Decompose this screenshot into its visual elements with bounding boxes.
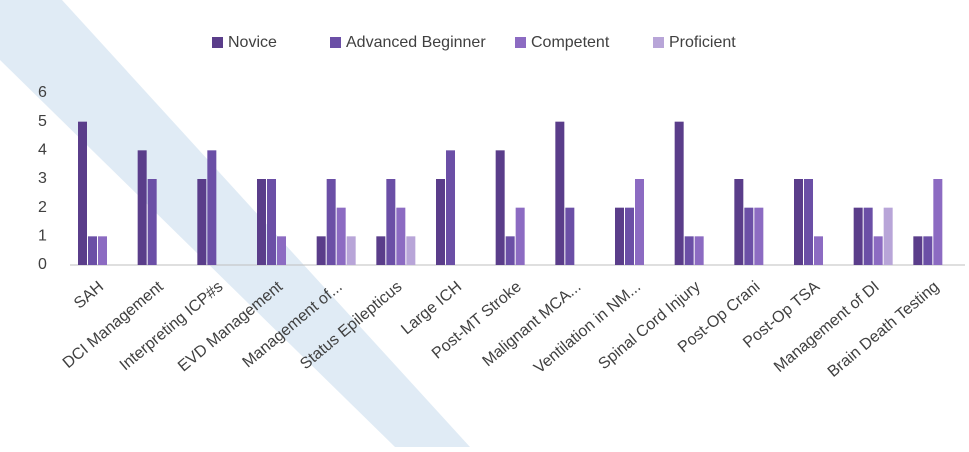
y-tick-label: 3 bbox=[38, 170, 47, 187]
bar bbox=[923, 236, 933, 265]
bar bbox=[277, 236, 286, 265]
bar bbox=[754, 207, 764, 265]
x-tick-label: SAH bbox=[71, 278, 107, 312]
legend-swatch bbox=[515, 37, 526, 48]
bar bbox=[555, 121, 565, 266]
y-tick-label: 6 bbox=[38, 84, 47, 101]
bar bbox=[386, 179, 396, 265]
bar bbox=[853, 207, 863, 265]
bar bbox=[257, 179, 266, 265]
y-tick-label: 0 bbox=[38, 256, 47, 273]
bar bbox=[694, 236, 704, 265]
bar bbox=[505, 236, 515, 265]
x-tick-label: EVD Management bbox=[175, 278, 287, 375]
bar bbox=[137, 150, 147, 265]
bar bbox=[197, 179, 207, 265]
bar bbox=[336, 207, 346, 265]
bar bbox=[883, 207, 893, 265]
y-tick-label: 4 bbox=[38, 142, 47, 159]
x-tick-label: Spinal Cord Injury bbox=[595, 278, 703, 373]
x-tick-label: Management of DI bbox=[771, 278, 883, 376]
bar bbox=[873, 236, 883, 265]
x-tick-label: Brain Death Testing bbox=[825, 278, 943, 381]
x-tick-label: Ventilation in NM... bbox=[531, 278, 644, 377]
bar bbox=[804, 179, 813, 265]
bar bbox=[396, 207, 406, 265]
legend-label: Competent bbox=[531, 34, 610, 51]
bar bbox=[495, 150, 505, 265]
bar bbox=[814, 236, 823, 265]
legend-label: Proficient bbox=[669, 34, 736, 51]
bar bbox=[515, 207, 525, 265]
bar bbox=[147, 179, 157, 265]
bar bbox=[794, 179, 803, 265]
background-band bbox=[0, 0, 470, 447]
y-tick-label: 1 bbox=[38, 228, 47, 245]
bar bbox=[406, 236, 416, 265]
bar bbox=[326, 179, 336, 265]
bar bbox=[734, 179, 744, 265]
bar bbox=[744, 207, 754, 265]
bar bbox=[625, 207, 634, 265]
bar bbox=[446, 150, 455, 265]
y-tick-label: 5 bbox=[38, 113, 47, 130]
y-tick-label: 2 bbox=[38, 199, 47, 216]
legend-swatch bbox=[330, 37, 341, 48]
bar bbox=[376, 236, 386, 265]
bar bbox=[267, 179, 276, 265]
bar bbox=[78, 121, 87, 266]
x-tick-label: DCI Management bbox=[60, 278, 167, 372]
bar bbox=[565, 207, 575, 265]
bar bbox=[933, 179, 943, 265]
x-tick-label: Malignant MCA... bbox=[480, 278, 585, 370]
bar bbox=[207, 150, 217, 265]
bar bbox=[88, 236, 97, 265]
legend-swatch bbox=[212, 37, 223, 48]
x-tick-label: Interpreting ICP#s bbox=[117, 278, 227, 374]
legend-label: Novice bbox=[228, 34, 277, 51]
legend-label: Advanced Beginner bbox=[346, 34, 486, 51]
bar bbox=[913, 236, 923, 265]
bar bbox=[635, 179, 644, 265]
bar bbox=[436, 179, 445, 265]
bar bbox=[615, 207, 624, 265]
bar bbox=[98, 236, 107, 265]
bar bbox=[316, 236, 326, 265]
bar bbox=[674, 121, 684, 266]
bar bbox=[346, 236, 356, 265]
bar bbox=[863, 207, 873, 265]
legend-swatch bbox=[653, 37, 664, 48]
bar bbox=[684, 236, 694, 265]
